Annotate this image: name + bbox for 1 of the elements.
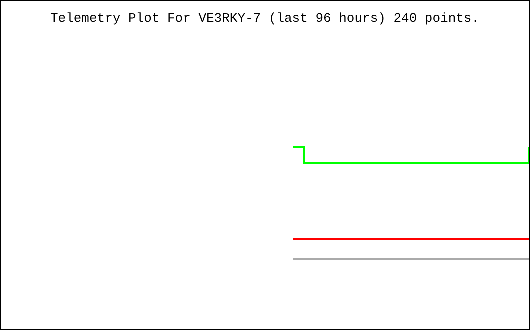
chart-title: Telemetry Plot For VE3RKY-7 (last 96 hours) 240 points.	[50, 11, 480, 26]
